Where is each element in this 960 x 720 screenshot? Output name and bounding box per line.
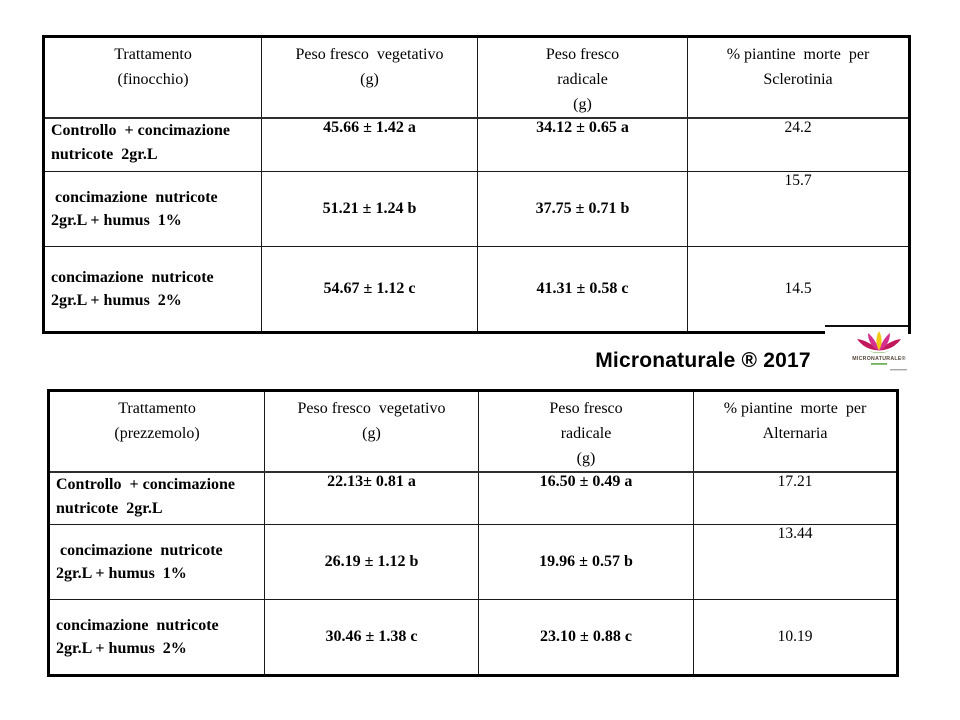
peso-vegetativo-cell: 26.19 ± 1.12 b	[264, 523, 479, 600]
peso-radicale-cell: 19.96 ± 0.57 b	[478, 523, 694, 600]
treatment-cell: concimazione nutricote 2gr.L + humus 2%	[43, 245, 262, 333]
table-row: concimazione nutricote 2gr.L + humus 1% …	[48, 523, 898, 600]
logo-subtext-bar	[871, 363, 887, 365]
column-header-peso-radicale: Peso fresco radicale (g)	[478, 390, 694, 474]
peso-radicale-cell: 16.50 ± 0.49 a	[478, 471, 694, 525]
prezzemolo-table-container: Trattamento (prezzemolo) Peso fresco veg…	[47, 389, 899, 677]
pct-morte-cell: 15.7	[687, 170, 910, 247]
treatment-cell: Controllo + concimazione nutricote 2gr.L	[48, 471, 265, 525]
peso-vegetativo-cell: 54.67 ± 1.12 c	[261, 245, 478, 333]
finocchio-table-container: Trattamento (finocchio) Peso fresco vege…	[42, 35, 911, 336]
pct-morte-cell: 24.2	[687, 117, 910, 172]
pct-morte-cell: 13.44	[693, 523, 898, 600]
column-header-peso-radicale: Peso fresco radicale (g)	[477, 36, 688, 120]
logo-brand-text: MICRONATURALE®	[852, 355, 905, 362]
table-row: concimazione nutricote 2gr.L + humus 2% …	[43, 245, 910, 333]
column-header-trattamento: Trattamento (finocchio)	[43, 36, 262, 120]
treatment-cell: concimazione nutricote 2gr.L + humus 1%	[43, 170, 262, 247]
prezzemolo-table: Trattamento (prezzemolo) Peso fresco veg…	[47, 389, 899, 677]
table-row: Controllo + concimazione nutricote 2gr.L…	[43, 117, 910, 172]
pct-morte-cell: 17.21	[693, 471, 898, 525]
table-row: concimazione nutricote 2gr.L + humus 2% …	[48, 598, 898, 676]
peso-radicale-cell: 41.31 ± 0.58 c	[477, 245, 688, 333]
slide-title: Micronaturale ® 2017	[595, 349, 811, 372]
column-header-peso-vegetativo: Peso fresco vegetativo (g)	[264, 390, 479, 474]
peso-vegetativo-cell: 45.66 ± 1.42 a	[261, 117, 478, 172]
border-notch-artifact	[825, 324, 908, 336]
peso-vegetativo-cell: 22.13± 0.81 a	[264, 471, 479, 525]
header-row: Trattamento (finocchio) Peso fresco vege…	[43, 36, 910, 120]
logo-signature-mark	[890, 369, 907, 371]
table-row: Controllo + concimazione nutricote 2gr.L…	[48, 471, 898, 525]
micronaturale-logo: MICRONATURALE®	[852, 331, 907, 371]
column-header-piantine-morte: % piantine morte per Sclerotinia	[687, 36, 910, 120]
treatment-cell: concimazione nutricote 2gr.L + humus 1%	[48, 523, 265, 600]
column-header-peso-vegetativo: Peso fresco vegetativo (g)	[261, 36, 478, 120]
pct-morte-cell: 14.5	[687, 245, 910, 333]
pct-morte-cell: 10.19	[693, 598, 898, 676]
header-row: Trattamento (prezzemolo) Peso fresco veg…	[48, 390, 898, 474]
peso-radicale-cell: 34.12 ± 0.65 a	[477, 117, 688, 172]
column-header-piantine-morte: % piantine morte per Alternaria	[693, 390, 898, 474]
peso-vegetativo-cell: 51.21 ± 1.24 b	[261, 170, 478, 247]
table-row: concimazione nutricote 2gr.L + humus 1% …	[43, 170, 910, 247]
peso-vegetativo-cell: 30.46 ± 1.38 c	[264, 598, 479, 676]
finocchio-table: Trattamento (finocchio) Peso fresco vege…	[42, 35, 911, 334]
peso-radicale-cell: 23.10 ± 0.88 c	[478, 598, 694, 676]
column-header-trattamento: Trattamento (prezzemolo)	[48, 390, 265, 474]
treatment-cell: concimazione nutricote 2gr.L + humus 2%	[48, 598, 265, 676]
peso-radicale-cell: 37.75 ± 0.71 b	[477, 170, 688, 247]
lotus-flower-icon	[857, 331, 901, 353]
treatment-cell: Controllo + concimazione nutricote 2gr.L	[43, 117, 262, 172]
